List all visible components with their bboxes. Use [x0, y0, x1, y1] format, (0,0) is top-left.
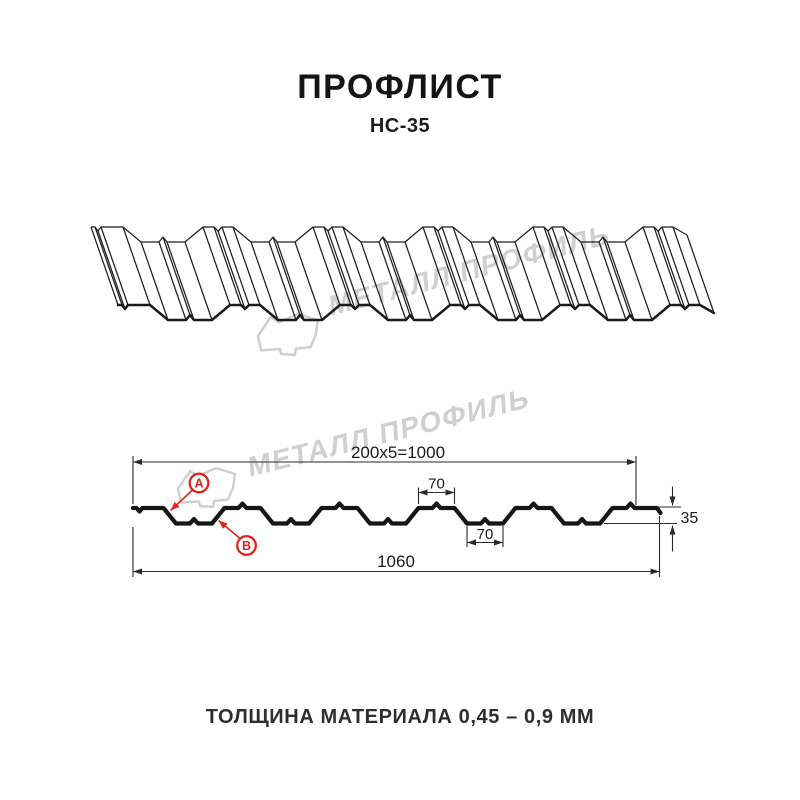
material-thickness-note: ТОЛЩИНА МАТЕРИАЛА 0,45 – 0,9 ММ: [205, 706, 595, 728]
dimension-valley-label: 70: [477, 526, 494, 543]
dimension-height: 35: [604, 486, 699, 552]
cross-section-drawing: [130, 501, 663, 526]
sheet-3d-drawing: [90, 226, 716, 322]
callout-b-circle: [236, 535, 257, 556]
callout-a-label: А: [194, 477, 203, 491]
dimension-valley-width: 70: [466, 526, 504, 547]
callout-b-label: В: [242, 539, 251, 553]
dimension-module-width: 200x5=1000: [132, 443, 637, 505]
callout-a: А: [169, 472, 210, 512]
watermark-brand-text: МЕТАЛЛ ПРОФИЛЬ: [247, 381, 531, 483]
profile-code: НС-35: [369, 115, 431, 137]
dimension-module-label: 200x5=1000: [351, 443, 445, 462]
dimension-crest-width: 70: [417, 476, 456, 504]
callout-b: В: [217, 519, 257, 556]
watermark-top: МЕТАЛЛ ПРОФИЛЬ: [256, 217, 611, 357]
dimension-height-label: 35: [681, 510, 699, 527]
page-title: ПРОФЛИСТ: [297, 68, 503, 106]
callout-a-circle: [188, 472, 210, 494]
dimension-overall-label: 1060: [377, 552, 415, 571]
dimension-crest-label: 70: [428, 476, 445, 493]
dimension-overall-width: 1060: [132, 516, 661, 577]
